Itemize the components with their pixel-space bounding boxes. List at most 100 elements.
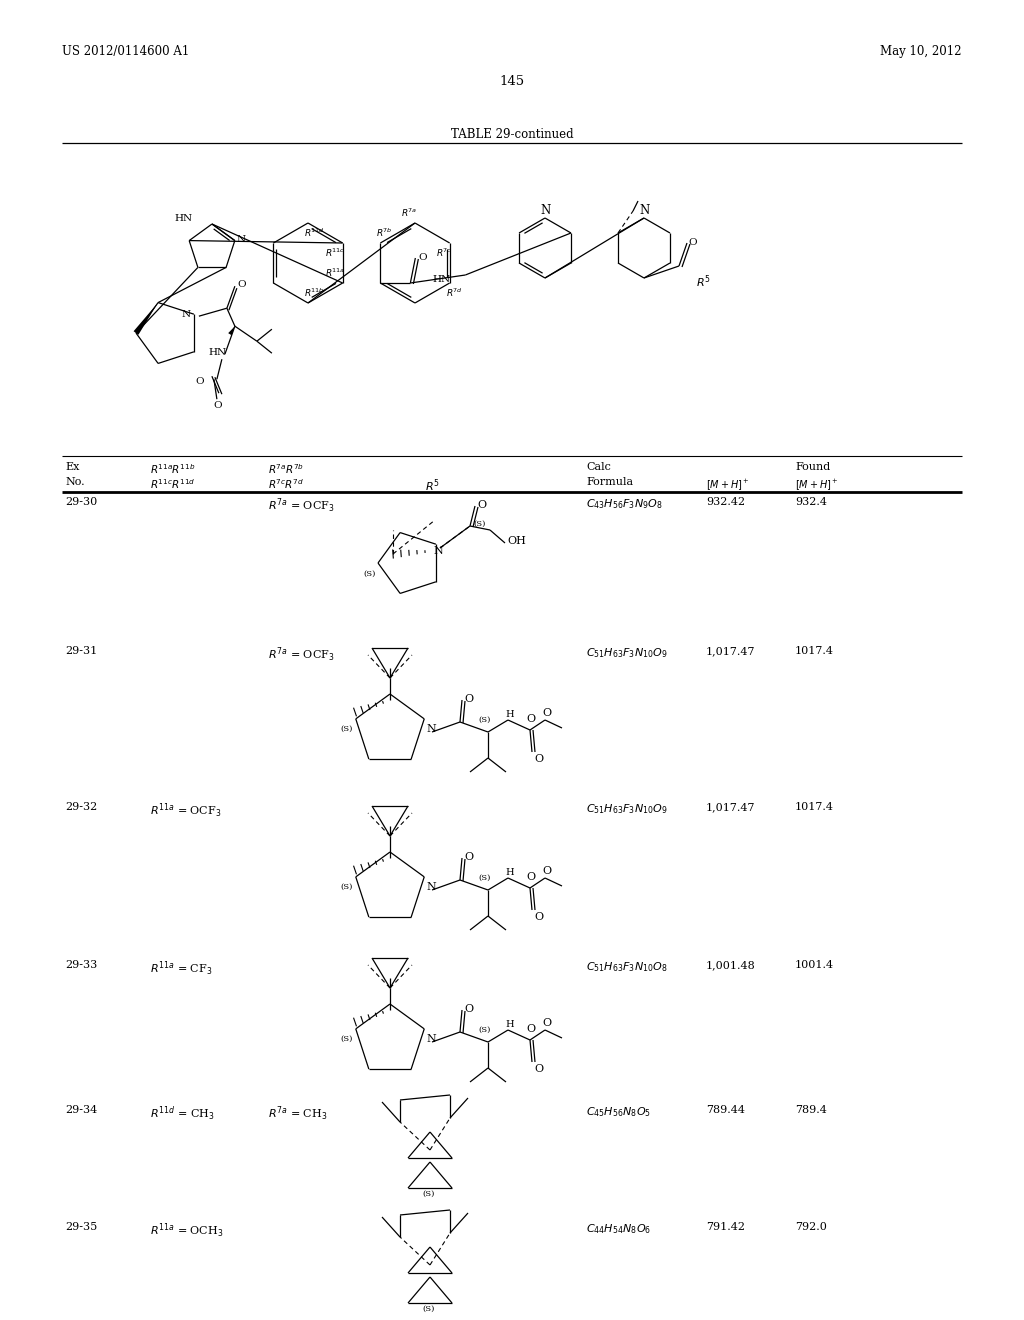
Text: 1,001.48: 1,001.48 xyxy=(706,960,756,970)
Text: O: O xyxy=(534,912,543,921)
Text: O: O xyxy=(542,866,551,876)
Text: 932.42: 932.42 xyxy=(706,498,745,507)
Text: Formula: Formula xyxy=(586,477,633,487)
Text: $R^{7b}$: $R^{7b}$ xyxy=(377,227,393,239)
Text: 29-32: 29-32 xyxy=(65,803,97,812)
Text: O: O xyxy=(195,378,204,387)
Text: $C_{51}H_{63}F_3N_{10}O_9$: $C_{51}H_{63}F_3N_{10}O_9$ xyxy=(586,803,668,816)
Text: (S): (S) xyxy=(478,874,490,882)
Text: $R^{7c}$$R^{7d}$: $R^{7c}$$R^{7d}$ xyxy=(268,477,304,491)
Text: 29-35: 29-35 xyxy=(65,1222,97,1232)
Text: $R^5$: $R^5$ xyxy=(696,273,711,289)
Text: $R^{11d}$: $R^{11d}$ xyxy=(304,227,325,239)
Text: O: O xyxy=(534,1064,543,1074)
Text: $C_{44}H_{54}N_8O_6$: $C_{44}H_{54}N_8O_6$ xyxy=(586,1222,651,1236)
Text: $R^{11a}$ = CF$_3$: $R^{11a}$ = CF$_3$ xyxy=(150,960,212,978)
Text: $C_{43}H_{56}F_3N_9O_8$: $C_{43}H_{56}F_3N_9O_8$ xyxy=(586,498,663,511)
Text: $C_{51}H_{63}F_3N_{10}O_9$: $C_{51}H_{63}F_3N_{10}O_9$ xyxy=(586,645,668,660)
Text: N: N xyxy=(540,205,550,216)
Text: Found: Found xyxy=(795,462,830,473)
Text: 932.4: 932.4 xyxy=(795,498,827,507)
Text: 1001.4: 1001.4 xyxy=(795,960,835,970)
Text: N: N xyxy=(426,1034,436,1044)
Text: 29-31: 29-31 xyxy=(65,645,97,656)
Text: Calc: Calc xyxy=(586,462,611,473)
Text: $R^{7a}$: $R^{7a}$ xyxy=(401,207,418,219)
Text: (S): (S) xyxy=(478,1026,490,1034)
Text: 29-33: 29-33 xyxy=(65,960,97,970)
Text: 791.42: 791.42 xyxy=(706,1222,745,1232)
Text: 29-34: 29-34 xyxy=(65,1105,97,1115)
Text: O: O xyxy=(542,708,551,718)
Text: $R^{11a}$$R^{11b}$: $R^{11a}$$R^{11b}$ xyxy=(150,462,196,475)
Text: O: O xyxy=(542,1018,551,1028)
Text: May 10, 2012: May 10, 2012 xyxy=(881,45,962,58)
Text: US 2012/0114600 A1: US 2012/0114600 A1 xyxy=(62,45,189,58)
Text: $R^{11c}$$R^{11d}$: $R^{11c}$$R^{11d}$ xyxy=(150,477,196,491)
Text: $R^{11a}$ = OCF$_3$: $R^{11a}$ = OCF$_3$ xyxy=(150,803,221,821)
Text: (S): (S) xyxy=(422,1191,434,1199)
Text: O: O xyxy=(213,401,221,411)
Text: O: O xyxy=(464,1005,473,1014)
Text: $[M + H]^+$: $[M + H]^+$ xyxy=(795,477,839,492)
Text: O: O xyxy=(419,253,427,261)
Text: O: O xyxy=(464,694,473,704)
Text: 792.0: 792.0 xyxy=(795,1222,826,1232)
Text: 1017.4: 1017.4 xyxy=(795,803,834,812)
Text: 789.44: 789.44 xyxy=(706,1105,745,1115)
Text: $R^{7a}$ = CH$_3$: $R^{7a}$ = CH$_3$ xyxy=(268,1105,328,1123)
Text: H: H xyxy=(505,710,514,719)
Text: HN: HN xyxy=(209,348,227,358)
Text: O: O xyxy=(526,873,536,882)
Text: 1,017.47: 1,017.47 xyxy=(706,803,756,812)
Text: $C_{45}H_{56}N_8O_5$: $C_{45}H_{56}N_8O_5$ xyxy=(586,1105,651,1119)
Text: $R^{11a}$: $R^{11a}$ xyxy=(325,267,345,280)
Text: O: O xyxy=(237,280,246,289)
Text: TABLE 29-continued: TABLE 29-continued xyxy=(451,128,573,141)
Text: (S): (S) xyxy=(362,570,376,578)
Text: $R^{7d}$: $R^{7d}$ xyxy=(445,286,463,300)
Text: O: O xyxy=(688,238,696,247)
Text: (S): (S) xyxy=(478,715,490,723)
Text: N: N xyxy=(237,235,246,244)
Text: (S): (S) xyxy=(422,1305,434,1313)
Text: N: N xyxy=(426,882,436,892)
Polygon shape xyxy=(228,326,234,335)
Text: $R^{11b}$: $R^{11b}$ xyxy=(304,286,325,300)
Text: 1017.4: 1017.4 xyxy=(795,645,834,656)
Text: 789.4: 789.4 xyxy=(795,1105,826,1115)
Text: (S): (S) xyxy=(473,520,485,528)
Text: $R^{7c}$: $R^{7c}$ xyxy=(435,247,452,260)
Text: $R^{11c}$: $R^{11c}$ xyxy=(325,247,345,260)
Text: $R^{11a}$ = OCH$_3$: $R^{11a}$ = OCH$_3$ xyxy=(150,1222,223,1241)
Text: OH: OH xyxy=(507,536,526,546)
Text: $C_{51}H_{63}F_3N_{10}O_8$: $C_{51}H_{63}F_3N_{10}O_8$ xyxy=(586,960,668,974)
Text: N: N xyxy=(182,310,191,319)
Text: O: O xyxy=(526,714,536,723)
Text: (S): (S) xyxy=(340,883,352,891)
Text: 29-30: 29-30 xyxy=(65,498,97,507)
Text: HN: HN xyxy=(432,275,451,284)
Text: O: O xyxy=(464,851,473,862)
Text: 1,017.47: 1,017.47 xyxy=(706,645,756,656)
Text: N: N xyxy=(639,205,649,216)
Text: $R^{7a}$ = OCF$_3$: $R^{7a}$ = OCF$_3$ xyxy=(268,498,335,515)
Text: HN: HN xyxy=(174,214,193,223)
Text: Ex: Ex xyxy=(65,462,80,473)
Text: N: N xyxy=(426,723,436,734)
Text: $R^5$: $R^5$ xyxy=(425,477,439,494)
Text: No.: No. xyxy=(65,477,85,487)
Text: (S): (S) xyxy=(340,1035,352,1043)
Text: O: O xyxy=(477,500,486,510)
Text: H: H xyxy=(505,869,514,876)
Text: H: H xyxy=(505,1020,514,1030)
Text: O: O xyxy=(526,1024,536,1034)
Text: N: N xyxy=(433,546,442,556)
Text: 145: 145 xyxy=(500,75,524,88)
Polygon shape xyxy=(133,302,158,335)
Text: $R^{7a}$ = OCF$_3$: $R^{7a}$ = OCF$_3$ xyxy=(268,645,335,664)
Text: $R^{11d}$ = CH$_3$: $R^{11d}$ = CH$_3$ xyxy=(150,1105,215,1123)
Text: (S): (S) xyxy=(340,725,352,733)
Text: O: O xyxy=(534,754,543,764)
Text: $[M + H]^+$: $[M + H]^+$ xyxy=(706,477,750,492)
